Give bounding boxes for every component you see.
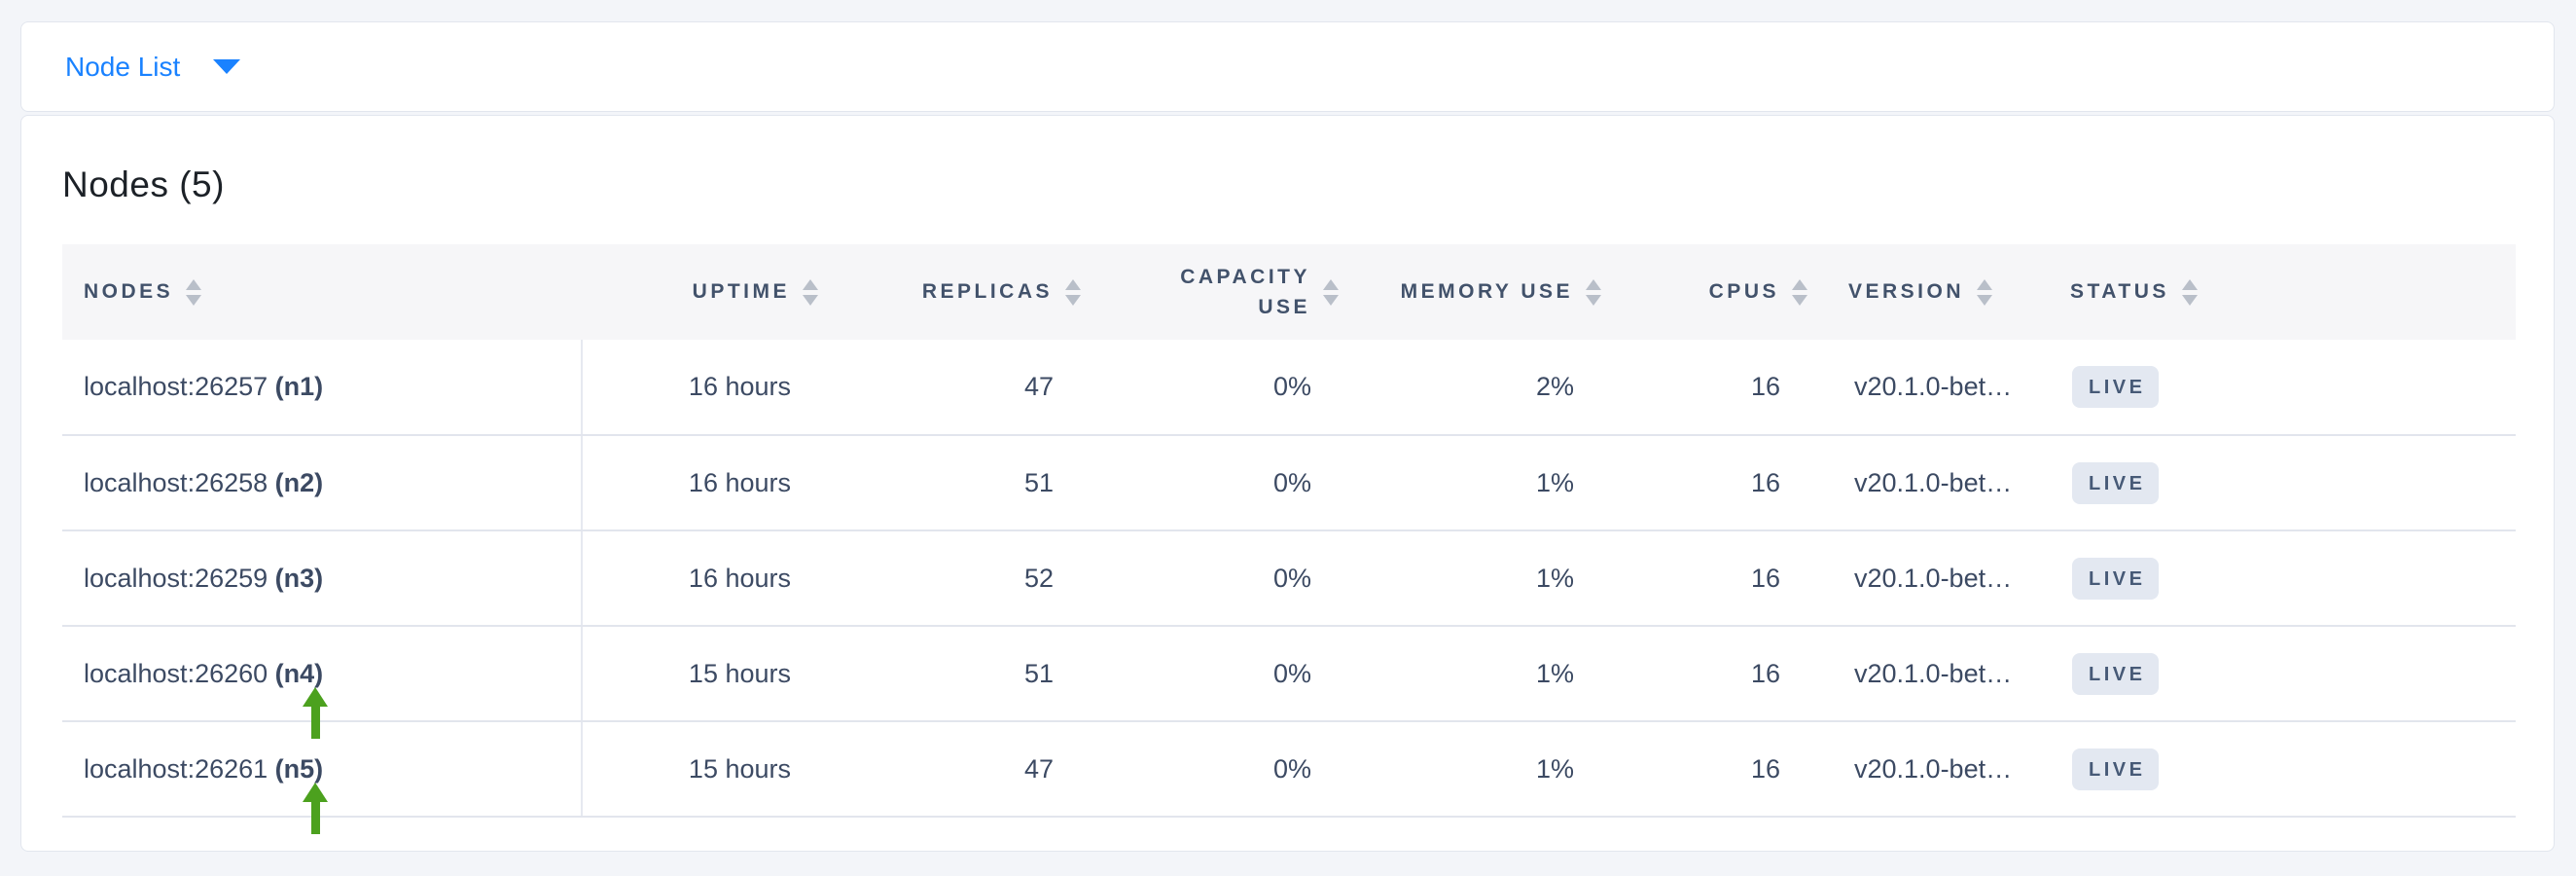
node-row: localhost:26258 (n2) 16 hours 51 0% 1% 16 v20.…	[62, 435, 2516, 531]
green-arrow-annotation	[303, 687, 328, 739]
sort-icon	[2181, 278, 2198, 306]
cpus-cell: 16	[1621, 340, 1827, 436]
cpus-cell: 16	[1621, 435, 1827, 531]
node-id: (n4)	[274, 658, 324, 688]
column-header-capacity-use[interactable]: CAPACITY USE	[1100, 244, 1358, 340]
capacity-use-cell: 0%	[1100, 435, 1358, 531]
replicas-cell: 47	[838, 340, 1100, 436]
column-label: UPTIME	[692, 280, 790, 303]
green-arrow-annotation	[303, 783, 328, 834]
sort-icon	[1586, 278, 1601, 306]
version-cell: v20.1.0-bet…	[1827, 435, 2049, 531]
node-row: localhost:26257 (n1) 16 hours 47 0% 2% 16 v20.…	[62, 340, 2516, 436]
status-badge: LIVE	[2072, 461, 2160, 504]
status-cell: LIVE	[2049, 340, 2516, 436]
table-body: localhost:26257 (n1) 16 hours 47 0% 2% 16 v20.…	[62, 340, 2516, 834]
view-selector-bar: Node List	[20, 21, 2555, 112]
sort-icon	[1977, 278, 1993, 306]
node-address: localhost:26261	[84, 753, 275, 784]
capacity-use-cell: 0%	[1100, 721, 1358, 818]
column-label: CPUS	[1708, 280, 1779, 303]
status-badge: LIVE	[2072, 366, 2160, 408]
chevron-down-icon	[213, 59, 241, 74]
node-id: (n5)	[274, 753, 324, 784]
cpus-cell: 16	[1621, 721, 1827, 818]
node-address-cell[interactable]: localhost:26259 (n3)	[62, 530, 583, 627]
version-cell: v20.1.0-bet…	[1827, 530, 2049, 627]
version-cell: v20.1.0-bet…	[1827, 626, 2049, 722]
uptime-cell: 15 hours	[582, 626, 838, 722]
column-label: CAPACITY USE	[1180, 266, 1310, 318]
node-address: localhost:26260	[84, 658, 275, 688]
column-header-cpus[interactable]: CPUS	[1621, 244, 1827, 340]
status-cell: LIVE	[2049, 626, 2516, 722]
node-row: localhost:26259 (n3) 16 hours 52 0% 1% 16 v20.…	[62, 530, 2516, 627]
memory-use-cell: 1%	[1358, 721, 1621, 818]
column-label: STATUS	[2070, 280, 2169, 303]
node-address-cell[interactable]: localhost:26261 (n5)	[62, 721, 583, 834]
column-header-nodes[interactable]: NODES	[62, 244, 582, 340]
column-header-status[interactable]: STATUS	[2049, 244, 2516, 340]
status-badge: LIVE	[2072, 748, 2160, 790]
sort-icon	[803, 278, 818, 306]
cpus-cell: 16	[1621, 626, 1827, 722]
node-address-cell[interactable]: localhost:26258 (n2)	[62, 435, 583, 531]
column-header-version[interactable]: VERSION	[1827, 244, 2049, 340]
status-cell: LIVE	[2049, 721, 2516, 818]
replicas-cell: 52	[838, 530, 1100, 627]
column-header-uptime[interactable]: UPTIME	[582, 244, 838, 340]
status-badge: LIVE	[2072, 557, 2160, 600]
view-dropdown[interactable]: Node List	[65, 51, 241, 83]
sort-icon	[1323, 278, 1339, 306]
column-label: MEMORY USE	[1400, 280, 1573, 303]
sort-icon	[186, 278, 202, 306]
version-cell: v20.1.0-bet…	[1827, 340, 2049, 436]
capacity-use-cell: 0%	[1100, 530, 1358, 627]
cpus-cell: 16	[1621, 530, 1827, 627]
node-row: localhost:26260 (n4) 15 hours 51 0% 1% 16 v20.…	[62, 626, 2516, 739]
status-badge: LIVE	[2072, 652, 2160, 695]
page-title: Nodes (5)	[62, 164, 225, 204]
uptime-cell: 15 hours	[582, 721, 838, 818]
node-id: (n1)	[274, 372, 324, 401]
node-address-cell[interactable]: localhost:26257 (n1)	[62, 340, 583, 436]
uptime-cell: 16 hours	[582, 435, 838, 531]
column-header-replicas[interactable]: REPLICAS	[838, 244, 1100, 340]
nodes-card: Nodes (5) NODES UPTIME REPLICAS CAPACITY USE…	[20, 115, 2555, 852]
node-address: localhost:26258	[84, 467, 275, 497]
memory-use-cell: 2%	[1358, 340, 1621, 436]
node-address: localhost:26257	[84, 372, 275, 401]
replicas-cell: 51	[838, 435, 1100, 531]
node-address-cell[interactable]: localhost:26260 (n4)	[62, 626, 583, 739]
table-header: NODES UPTIME REPLICAS CAPACITY USE MEMORY USE…	[62, 244, 2516, 340]
replicas-cell: 51	[838, 626, 1100, 722]
column-label: VERSION	[1848, 280, 1965, 303]
node-address: localhost:26259	[84, 563, 275, 593]
node-id: (n2)	[274, 467, 324, 497]
sort-icon	[1065, 278, 1081, 306]
view-dropdown-label: Node List	[65, 51, 181, 82]
status-cell: LIVE	[2049, 530, 2516, 627]
memory-use-cell: 1%	[1358, 435, 1621, 531]
nodes-table: NODES UPTIME REPLICAS CAPACITY USE MEMORY USE…	[62, 244, 2516, 834]
replicas-cell: 47	[838, 721, 1100, 818]
capacity-use-cell: 0%	[1100, 626, 1358, 722]
uptime-cell: 16 hours	[582, 530, 838, 627]
column-label: NODES	[84, 280, 174, 303]
node-row: localhost:26261 (n5) 15 hours 47 0% 1% 16 v20.…	[62, 721, 2516, 834]
memory-use-cell: 1%	[1358, 626, 1621, 722]
memory-use-cell: 1%	[1358, 530, 1621, 627]
capacity-use-cell: 0%	[1100, 340, 1358, 436]
column-label: REPLICAS	[921, 280, 1053, 303]
uptime-cell: 16 hours	[582, 340, 838, 436]
column-header-memory-use[interactable]: MEMORY USE	[1358, 244, 1621, 340]
version-cell: v20.1.0-bet…	[1827, 721, 2049, 818]
sort-icon	[1792, 278, 1807, 306]
node-id: (n3)	[274, 563, 324, 593]
status-cell: LIVE	[2049, 435, 2516, 531]
